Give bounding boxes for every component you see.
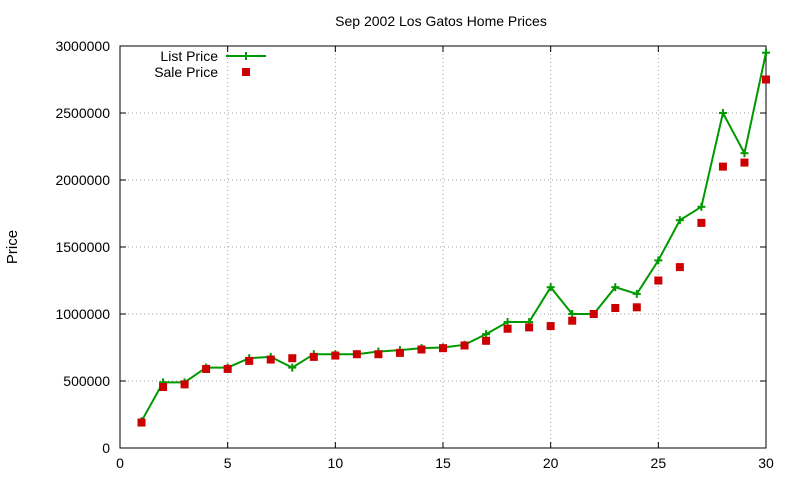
- data-point: [568, 310, 577, 318]
- y-tick-label: 3000000: [55, 38, 110, 54]
- data-point: [762, 75, 770, 84]
- data-point: [611, 303, 620, 312]
- data-point: [632, 289, 641, 298]
- y-tick-label: 2000000: [55, 172, 110, 188]
- data-point: [503, 318, 512, 327]
- data-point: [137, 418, 146, 427]
- data-point: [632, 303, 641, 312]
- data-point: [611, 283, 620, 292]
- data-point: [482, 336, 491, 345]
- data-point: [331, 351, 340, 360]
- data-point: [589, 310, 598, 318]
- x-tick-label: 0: [116, 455, 124, 471]
- x-tick-label: 20: [543, 455, 559, 471]
- data-point: [697, 202, 706, 211]
- data-point: [675, 216, 684, 225]
- legend-marker: [242, 68, 250, 76]
- data-point: [718, 162, 727, 171]
- plot-area: [137, 48, 770, 427]
- data-point: [245, 356, 254, 365]
- plot-frame: [119, 45, 767, 449]
- x-tick-label: 25: [651, 455, 667, 471]
- data-point: [482, 330, 491, 339]
- data-point: [740, 149, 749, 158]
- data-point: [460, 341, 469, 350]
- data-point: [525, 323, 534, 332]
- x-tick-label: 10: [328, 455, 344, 471]
- data-point: [288, 354, 297, 363]
- y-tick-label: 0: [102, 440, 110, 456]
- y-tick-label: 2500000: [55, 105, 110, 121]
- legend-item: Sale Price: [154, 64, 250, 80]
- y-tick-label: 500000: [63, 373, 110, 389]
- data-point: [546, 322, 555, 331]
- data-point: [568, 316, 577, 325]
- data-point: [503, 324, 512, 333]
- data-point: [202, 364, 211, 373]
- series-list-price: [137, 48, 770, 426]
- x-tick-label: 5: [224, 455, 232, 471]
- data-point: [159, 383, 168, 392]
- data-point: [309, 352, 318, 361]
- x-tick-label: 15: [435, 455, 451, 471]
- data-point: [740, 158, 749, 167]
- legend-item: List Price: [160, 48, 266, 64]
- data-point: [546, 283, 555, 292]
- data-point: [395, 348, 404, 357]
- data-point: [288, 363, 297, 372]
- x-tick-label: 30: [758, 455, 774, 471]
- grid-lines: [120, 46, 766, 448]
- series-line: [140, 52, 767, 422]
- data-point: [223, 364, 232, 373]
- legend-label: List Price: [160, 48, 218, 64]
- data-point: [439, 344, 447, 353]
- data-point: [417, 345, 426, 354]
- data-point: [718, 109, 727, 117]
- legend-label: Sale Price: [154, 64, 218, 80]
- axes: 0 500000 1000000 1500000 2000000 2500000 30000…: [55, 38, 774, 471]
- data-point: [762, 48, 770, 57]
- data-point: [654, 276, 663, 285]
- chart-title: Sep 2002 Los Gatos Home Prices: [335, 13, 547, 29]
- y-axis-label: Price: [4, 230, 21, 264]
- data-point: [654, 256, 663, 265]
- series-sale-price: [137, 75, 770, 427]
- data-point: [266, 355, 275, 364]
- legend-marker: [242, 52, 250, 60]
- data-point: [697, 218, 706, 227]
- data-point: [374, 350, 383, 359]
- data-point: [675, 263, 684, 272]
- data-point: [352, 350, 361, 359]
- y-tick-label: 1500000: [55, 239, 110, 255]
- data-point: [180, 380, 189, 389]
- y-tick-label: 1000000: [55, 306, 110, 322]
